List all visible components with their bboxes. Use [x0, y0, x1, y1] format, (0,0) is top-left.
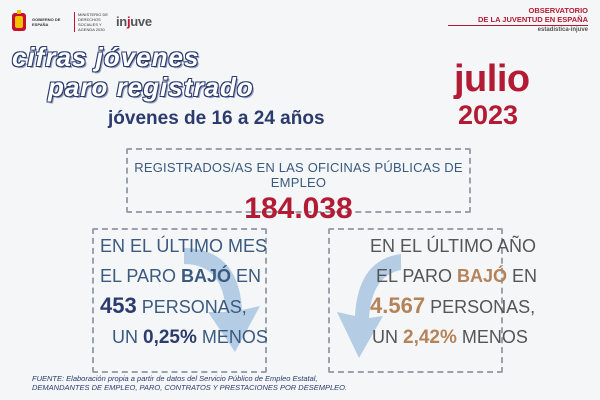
yearly-line1: EN EL ÚLTIMO AÑO: [370, 236, 537, 256]
monthly-line4-c: MENOS: [196, 327, 268, 347]
source-line1: FUENTE: Elaboración propia a partir de d…: [32, 374, 318, 383]
monthly-percent: 0,25%: [143, 327, 197, 348]
observatory-subtitle: estadística-injuve: [537, 27, 588, 33]
monthly-change-box: [92, 228, 267, 373]
monthly-line2: EL PARO BAJÓ EN: [100, 261, 268, 291]
age-range-subtitle: jóvenes de 16 a 24 años: [108, 108, 325, 129]
down-left-arrow-icon: [337, 254, 401, 358]
registered-total-box: REGISTRADOS/AS EN LAS OFICINAS PÚBLICAS …: [126, 148, 471, 225]
government-logo: GOBIERNO DE ESPAÑA MINISTERIO DE DERECHO…: [10, 8, 118, 36]
monthly-persons-label: PERSONAS,: [136, 297, 247, 317]
source-line2: DEMANDANTES DE EMPLEO, PARO, CONTRATOS Y…: [32, 383, 348, 392]
coat-of-arms-icon: [12, 10, 26, 31]
yearly-line2-c: EN: [507, 266, 538, 286]
yearly-line2: EL PARO BAJÓ EN: [370, 261, 537, 291]
observatory-logo: OBSERVATORIO DE LA JUVENTUD EN ESPAÑA es…: [448, 6, 588, 33]
yearly-percent: 2,42%: [403, 327, 457, 348]
yearly-persons-count: 4.567: [370, 293, 426, 318]
monthly-line4-a: UN: [112, 327, 143, 347]
year-label: 2023: [458, 100, 519, 130]
registered-total-value: 184.038: [244, 192, 353, 225]
monthly-persons-count: 453: [100, 293, 137, 318]
yearly-line3: 4.567 PERSONAS,: [370, 291, 537, 322]
monthly-line3: 453 PERSONAS,: [100, 291, 268, 322]
monthly-line2-a: EL PARO: [100, 266, 182, 286]
source-footnote: FUENTE: Elaboración propia a partir de d…: [32, 374, 347, 392]
yearly-line2-a: EL PARO: [376, 266, 458, 286]
observatory-divider: [448, 25, 588, 26]
title-line2: paro registrado: [48, 72, 254, 102]
yearly-line2-b: BAJÓ: [457, 266, 508, 286]
registered-total-label: REGISTRADOS/AS EN LAS OFICINAS PÚBLICAS …: [134, 160, 463, 190]
ministry-label: MINISTERIO DE DERECHOS SOCIALES Y AGENDA…: [74, 12, 118, 32]
yearly-change-text: EN EL ÚLTIMO AÑO EL PARO BAJÓ EN 4.567 P…: [370, 231, 537, 353]
yearly-line4: UN 2,42% MENOS: [370, 322, 537, 353]
monthly-change-text: EN EL ÚLTIMO MES EL PARO BAJÓ EN 453 PER…: [100, 231, 268, 353]
title-line1: cifras jóvenes: [12, 42, 200, 72]
yearly-persons-label: PERSONAS,: [425, 297, 536, 317]
injuve-prefix: in: [116, 14, 127, 29]
observatory-title-line1: OBSERVATORIO: [528, 6, 588, 15]
month-label: julio: [454, 58, 530, 100]
injuve-accent: j: [126, 14, 131, 29]
yearly-line4-a: UN: [372, 327, 403, 347]
yearly-line4-c: MENOS: [456, 327, 528, 347]
yearly-change-box: [328, 228, 503, 373]
monthly-line2-b: BAJÓ: [181, 266, 232, 286]
monthly-line2-c: EN: [231, 266, 262, 286]
down-right-arrow-icon: [184, 248, 260, 352]
injuve-suffix: uve: [130, 14, 152, 29]
observatory-title: OBSERVATORIO DE LA JUVENTUD EN ESPAÑA: [448, 6, 588, 24]
monthly-line4: UN 0,25% MENOS: [100, 322, 268, 353]
observatory-title-line2: DE LA JUVENTUD EN ESPAÑA: [477, 15, 588, 24]
injuve-logo: injuve: [116, 14, 152, 29]
monthly-line1: EN EL ÚLTIMO MES: [100, 236, 268, 256]
government-label: GOBIERNO DE ESPAÑA: [32, 17, 61, 27]
